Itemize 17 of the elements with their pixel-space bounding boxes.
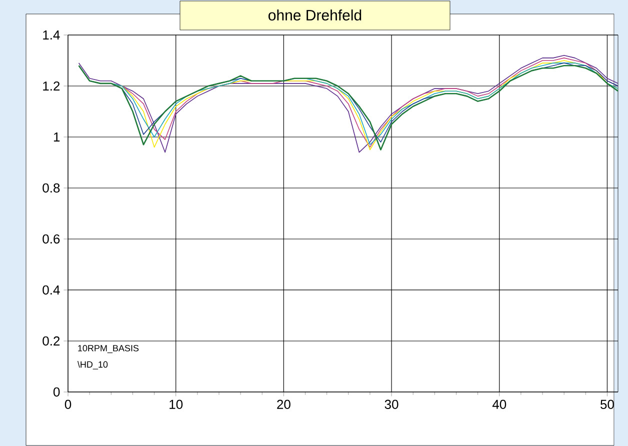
x-tick-label: 0 (64, 400, 72, 409)
chart-title: ohne Drehfeld (268, 9, 362, 20)
y-tick-label: 0.6 (42, 234, 60, 244)
x-tick-label: 30 (384, 400, 398, 409)
annotation: 10RPM_BASIS (78, 344, 139, 354)
y-tick-label: 0.4 (42, 285, 60, 295)
y-tick-label: 0 (53, 387, 60, 397)
x-tick-label: 40 (492, 400, 506, 409)
y-tick-label: 1 (54, 132, 60, 142)
y-tick-label: 1.2 (43, 81, 60, 91)
annotation: \HD_10 (77, 361, 108, 370)
y-tick-label: 0.8 (42, 183, 60, 193)
y-tick-label: 1.4 (43, 30, 60, 40)
x-tick-label: 10 (170, 400, 183, 409)
x-tick-label: 20 (277, 400, 290, 409)
y-tick-label: 0.2 (42, 336, 60, 346)
x-tick-label: 50 (600, 400, 614, 409)
